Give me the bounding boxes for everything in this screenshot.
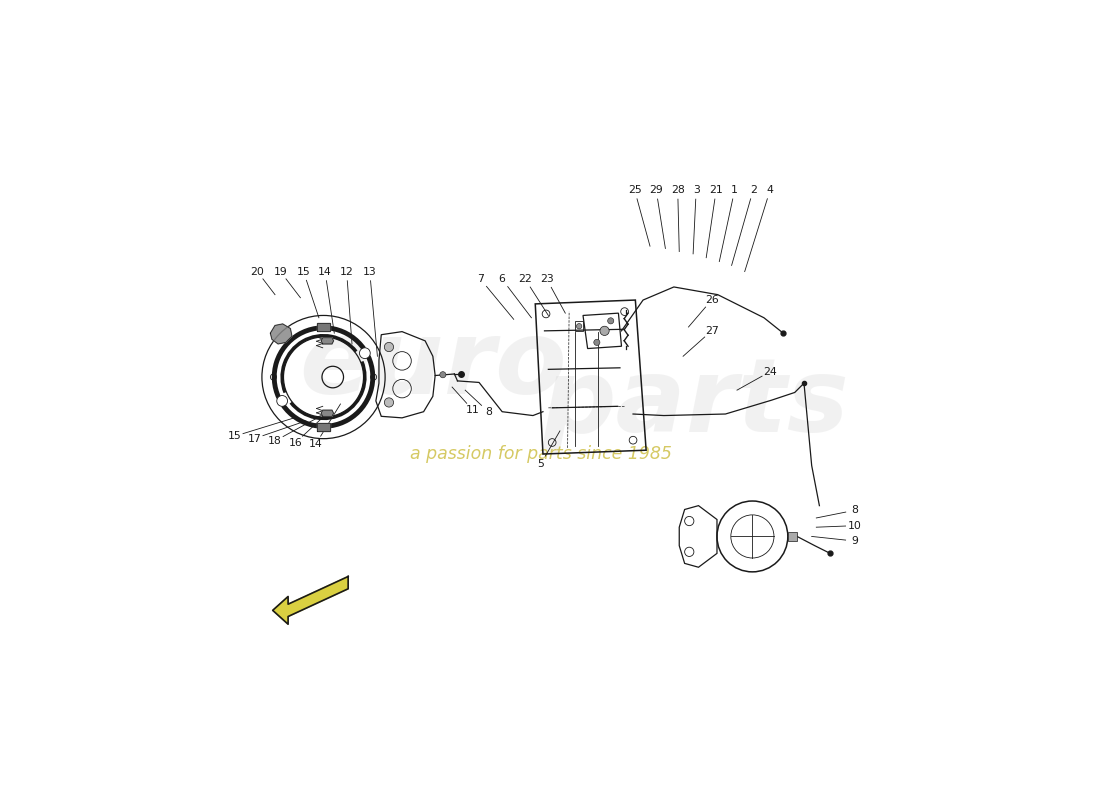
Text: 21: 21: [710, 185, 723, 195]
Circle shape: [576, 323, 582, 329]
Text: 29: 29: [649, 185, 663, 195]
Circle shape: [440, 372, 446, 378]
Text: 7: 7: [477, 274, 484, 284]
Circle shape: [384, 342, 394, 352]
Polygon shape: [271, 324, 292, 344]
Bar: [788, 532, 798, 541]
Text: euro: euro: [299, 315, 566, 416]
Text: 2: 2: [750, 185, 757, 195]
Text: 26: 26: [705, 295, 718, 305]
Polygon shape: [321, 410, 333, 416]
Text: 10: 10: [848, 521, 861, 530]
Text: 22: 22: [518, 274, 532, 284]
Text: a passion for parts since 1985: a passion for parts since 1985: [409, 445, 672, 463]
Text: 12: 12: [340, 266, 353, 277]
Circle shape: [360, 348, 371, 358]
Text: 8: 8: [485, 406, 492, 417]
Text: 17: 17: [248, 434, 261, 444]
Text: 28: 28: [671, 185, 684, 195]
Text: 6: 6: [498, 274, 506, 284]
Text: 20: 20: [251, 266, 264, 277]
Text: 13: 13: [363, 266, 376, 277]
Text: 15: 15: [297, 266, 310, 277]
Text: 9: 9: [851, 536, 858, 546]
Circle shape: [384, 398, 394, 407]
Text: 27: 27: [705, 326, 718, 336]
Circle shape: [607, 318, 614, 324]
Text: 25: 25: [628, 185, 641, 195]
Circle shape: [277, 395, 287, 406]
Polygon shape: [318, 423, 330, 431]
Text: 14: 14: [309, 439, 322, 449]
Text: 16: 16: [289, 438, 302, 447]
Text: parts: parts: [541, 354, 848, 454]
Circle shape: [600, 326, 609, 335]
Text: 15: 15: [228, 431, 241, 442]
Text: 18: 18: [268, 436, 282, 446]
Text: 1: 1: [732, 185, 738, 195]
Text: 11: 11: [466, 405, 480, 415]
Polygon shape: [318, 323, 330, 331]
Text: 23: 23: [540, 274, 553, 284]
Text: 4: 4: [767, 185, 773, 195]
Text: 3: 3: [693, 185, 700, 195]
Circle shape: [594, 339, 600, 346]
Text: 8: 8: [851, 506, 858, 515]
Polygon shape: [321, 338, 333, 344]
Text: 19: 19: [274, 266, 287, 277]
Text: 24: 24: [763, 366, 777, 377]
Text: 14: 14: [318, 266, 332, 277]
Text: 5: 5: [537, 459, 544, 469]
Polygon shape: [273, 577, 348, 624]
